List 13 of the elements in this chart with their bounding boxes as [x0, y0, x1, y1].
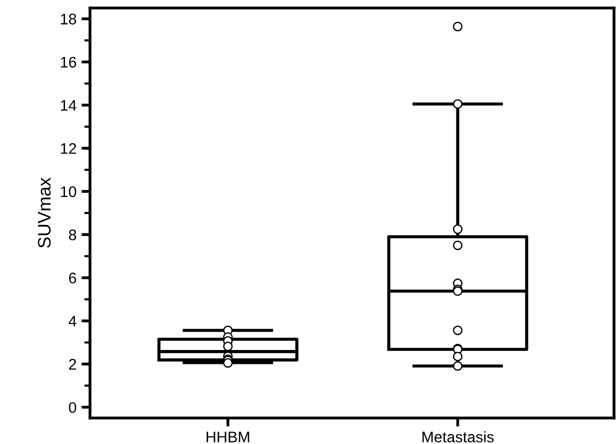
y-tick-label: 0: [68, 402, 76, 413]
y-axis-title: SUVmax: [38, 178, 51, 248]
y-tick-label: 8: [68, 229, 76, 240]
y-tick-label: 6: [69, 272, 76, 284]
y-tick-label: 18: [60, 14, 76, 24]
y-tick-label: 10: [60, 186, 76, 198]
x-tick-label: HHBM: [206, 432, 250, 442]
x-tick-label: Metastasis: [422, 431, 494, 442]
y-tick-label: 12: [60, 143, 76, 154]
y-tick-label: 16: [60, 56, 76, 68]
y-tick-label: 2: [69, 358, 76, 370]
y-tick-label: 4: [68, 316, 76, 326]
y-tick-label: 14: [60, 100, 76, 111]
